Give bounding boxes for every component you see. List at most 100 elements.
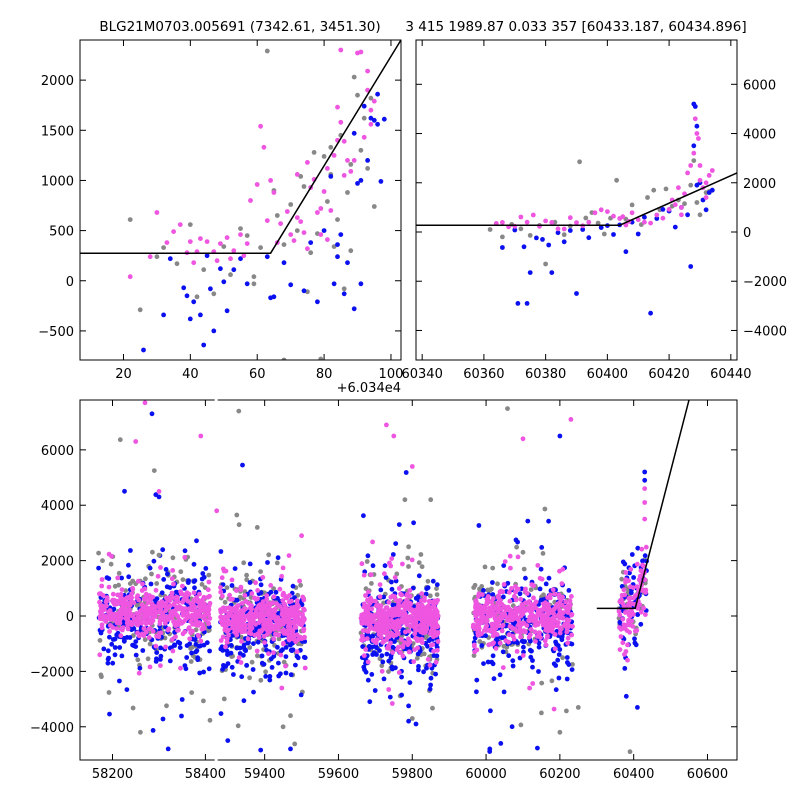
data-point-blue bbox=[362, 104, 367, 109]
data-point-magenta bbox=[199, 606, 204, 611]
x-tick-label: 59600 bbox=[318, 767, 359, 782]
y-tick-label: 1000 bbox=[41, 174, 74, 189]
data-point-magenta bbox=[115, 576, 120, 581]
data-point-magenta bbox=[375, 628, 380, 633]
data-point-gray bbox=[543, 507, 548, 512]
axes-frame bbox=[416, 40, 737, 360]
data-point-gray bbox=[308, 250, 313, 255]
y-tick-label: 500 bbox=[49, 225, 74, 240]
data-point-gray bbox=[698, 212, 703, 217]
data-point-magenta bbox=[691, 151, 696, 156]
data-point-magenta bbox=[239, 620, 244, 625]
data-point-magenta bbox=[507, 618, 512, 623]
data-point-blue bbox=[635, 705, 640, 710]
y-tick-label: −4000 bbox=[30, 721, 74, 736]
data-point-blue bbox=[640, 559, 645, 564]
data-point-gray bbox=[619, 577, 624, 582]
data-point-blue bbox=[276, 555, 281, 560]
data-point-magenta bbox=[104, 600, 109, 605]
data-point-blue bbox=[528, 655, 533, 660]
data-point-magenta bbox=[536, 608, 541, 613]
data-point-gray bbox=[157, 553, 162, 558]
data-point-blue bbox=[207, 666, 212, 671]
data-point-blue bbox=[260, 654, 265, 659]
data-point-magenta bbox=[97, 652, 102, 657]
data-point-magenta bbox=[493, 606, 498, 611]
data-point-magenta bbox=[361, 628, 366, 633]
data-point-magenta bbox=[370, 540, 375, 545]
data-point-gray bbox=[342, 286, 347, 291]
data-point-magenta bbox=[325, 237, 330, 242]
data-point-magenta bbox=[187, 636, 192, 641]
data-point-magenta bbox=[345, 158, 350, 163]
data-point-magenta bbox=[170, 637, 175, 642]
data-point-magenta bbox=[107, 552, 112, 557]
data-point-magenta bbox=[565, 641, 570, 646]
data-point-blue bbox=[385, 652, 390, 657]
data-point-magenta bbox=[370, 599, 375, 604]
data-point-magenta bbox=[482, 628, 487, 633]
data-point-gray bbox=[372, 204, 377, 209]
data-point-magenta bbox=[325, 166, 330, 171]
y-tick-label: 0 bbox=[66, 610, 74, 625]
data-point-magenta bbox=[552, 592, 557, 597]
data-point-gray bbox=[403, 497, 408, 502]
data-point-magenta bbox=[515, 649, 520, 654]
data-point-magenta bbox=[190, 607, 195, 612]
data-point-gray bbox=[430, 706, 435, 711]
data-point-gray bbox=[651, 188, 656, 193]
data-point-magenta bbox=[487, 609, 492, 614]
data-point-gray bbox=[505, 406, 510, 411]
data-point-blue bbox=[192, 562, 197, 567]
data-point-magenta bbox=[679, 205, 684, 210]
data-point-magenta bbox=[648, 221, 653, 226]
y-tick-label: 4000 bbox=[41, 499, 74, 514]
data-point-magenta bbox=[551, 587, 556, 592]
data-point-magenta bbox=[406, 641, 411, 646]
data-point-magenta bbox=[377, 615, 382, 620]
data-point-blue bbox=[521, 640, 526, 645]
data-point-gray bbox=[189, 659, 194, 664]
data-point-blue bbox=[704, 207, 709, 212]
data-point-magenta bbox=[390, 607, 395, 612]
data-point-gray bbox=[664, 187, 669, 192]
data-point-magenta bbox=[475, 622, 480, 627]
data-point-blue bbox=[111, 637, 116, 642]
data-point-magenta bbox=[255, 649, 260, 654]
data-point-gray bbox=[237, 522, 242, 527]
data-point-blue bbox=[230, 665, 235, 670]
data-point-blue bbox=[180, 697, 185, 702]
data-point-magenta bbox=[198, 434, 203, 439]
data-point-magenta bbox=[126, 627, 131, 632]
data-point-magenta bbox=[542, 621, 547, 626]
data-point-blue bbox=[489, 660, 494, 665]
data-point-magenta bbox=[266, 651, 271, 656]
data-point-magenta bbox=[510, 609, 515, 614]
data-point-gray bbox=[228, 272, 233, 277]
data-point-magenta bbox=[151, 613, 156, 618]
data-point-magenta bbox=[188, 239, 193, 244]
data-point-magenta bbox=[106, 617, 111, 622]
data-point-magenta bbox=[219, 638, 224, 643]
data-point-magenta bbox=[525, 220, 530, 225]
data-point-magenta bbox=[642, 220, 647, 225]
data-point-gray bbox=[365, 166, 370, 171]
data-point-magenta bbox=[239, 585, 244, 590]
data-point-blue bbox=[643, 553, 648, 558]
data-point-magenta bbox=[507, 632, 512, 637]
data-point-blue bbox=[535, 746, 540, 751]
data-point-magenta bbox=[292, 238, 297, 243]
data-point-gray bbox=[322, 154, 327, 159]
data-point-blue bbox=[106, 661, 111, 666]
data-point-magenta bbox=[407, 650, 412, 655]
data-point-gray bbox=[288, 713, 293, 718]
data-point-blue bbox=[506, 653, 511, 658]
y-tick-label: −2000 bbox=[743, 275, 787, 290]
data-point-magenta bbox=[230, 626, 235, 631]
data-point-magenta bbox=[642, 500, 647, 505]
data-point-magenta bbox=[563, 600, 568, 605]
data-point-blue bbox=[332, 281, 337, 286]
data-point-magenta bbox=[398, 650, 403, 655]
data-point-magenta bbox=[240, 627, 245, 632]
data-point-magenta bbox=[130, 591, 135, 596]
